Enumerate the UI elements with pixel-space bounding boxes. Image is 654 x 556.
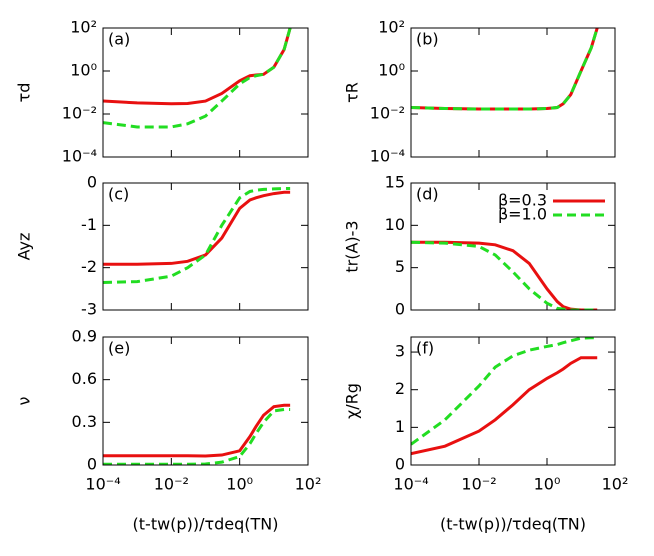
- x-tick-label: 10²: [602, 475, 629, 494]
- y-tick-label: 10⁻²: [62, 104, 97, 123]
- y-tick-label: 0: [395, 300, 405, 319]
- y-tick-label: 5: [395, 257, 405, 276]
- panel-label: (b): [416, 30, 439, 49]
- y-tick-label: 15: [385, 173, 405, 192]
- y-tick-label: -1: [81, 215, 97, 234]
- y-axis-label: ν: [15, 396, 34, 405]
- panel-label: (e): [108, 339, 130, 358]
- plot-frame: [410, 182, 616, 311]
- series-line: [411, 356, 598, 456]
- legend-label: β=1.0: [498, 205, 547, 224]
- series-line: [103, 187, 291, 284]
- x-tick-label: 10⁻²: [154, 475, 189, 494]
- panel-label: (d): [416, 185, 439, 204]
- series-line: [103, 190, 291, 266]
- panel-label: (a): [108, 30, 130, 49]
- y-tick-label: 0.3: [72, 412, 97, 431]
- y-tick-label: 10: [385, 215, 405, 234]
- x-tick-label: 10⁻⁴: [85, 475, 120, 494]
- series-line: [411, 337, 598, 446]
- series-line: [411, 240, 598, 310]
- plot-frame: [102, 336, 309, 466]
- y-tick-label: 2: [395, 379, 405, 398]
- x-axis-label: (t-tw(p))/τdeq(TN): [440, 515, 586, 534]
- y-tick-label: 10⁰: [378, 61, 405, 80]
- y-axis-label: tr(A)-3: [343, 220, 362, 272]
- plot-frame: [102, 182, 309, 311]
- y-tick-label: 10²: [378, 18, 405, 37]
- series-line: [103, 28, 292, 106]
- y-tick-label: 0: [395, 455, 405, 474]
- x-tick-label: 10⁰: [226, 475, 253, 494]
- series-line: [103, 403, 291, 458]
- plot-frame: [410, 27, 616, 158]
- y-tick-label: 3: [395, 342, 405, 361]
- legend-label: β=0.3: [498, 191, 547, 210]
- y-tick-label: 10⁻⁴: [62, 147, 97, 166]
- plot-frame: [410, 336, 616, 466]
- y-tick-label: 10²: [70, 18, 97, 37]
- x-tick-label: 10⁰: [534, 475, 561, 494]
- x-tick-label: 10²: [295, 475, 322, 494]
- x-axis-label: (t-tw(p))/τdeq(TN): [133, 515, 279, 534]
- y-tick-label: -2: [81, 257, 97, 276]
- y-tick-label: -3: [81, 300, 97, 319]
- x-tick-label: 10⁻⁴: [393, 475, 428, 494]
- y-axis-label: χ/Rg: [343, 383, 362, 419]
- series-line: [411, 240, 598, 310]
- y-tick-label: 1: [395, 417, 405, 436]
- series-line: [411, 28, 599, 111]
- y-tick-label: 0: [87, 455, 97, 474]
- y-tick-label: 0: [87, 173, 97, 192]
- y-tick-label: 10⁰: [70, 61, 97, 80]
- y-axis-label: Ayz: [15, 233, 34, 261]
- series-line: [103, 28, 292, 129]
- y-tick-label: 0.6: [72, 369, 97, 388]
- y-tick-label: 10⁻²: [370, 104, 405, 123]
- y-tick-label: 10⁻⁴: [370, 147, 405, 166]
- panel-label: (f): [416, 339, 434, 358]
- y-axis-label: τR: [343, 82, 362, 103]
- x-tick-label: 10⁻²: [461, 475, 496, 494]
- plot-frame: [102, 27, 309, 158]
- y-axis-label: τd: [15, 83, 34, 103]
- panel-label: (c): [108, 185, 129, 204]
- y-tick-label: 0.9: [72, 327, 97, 346]
